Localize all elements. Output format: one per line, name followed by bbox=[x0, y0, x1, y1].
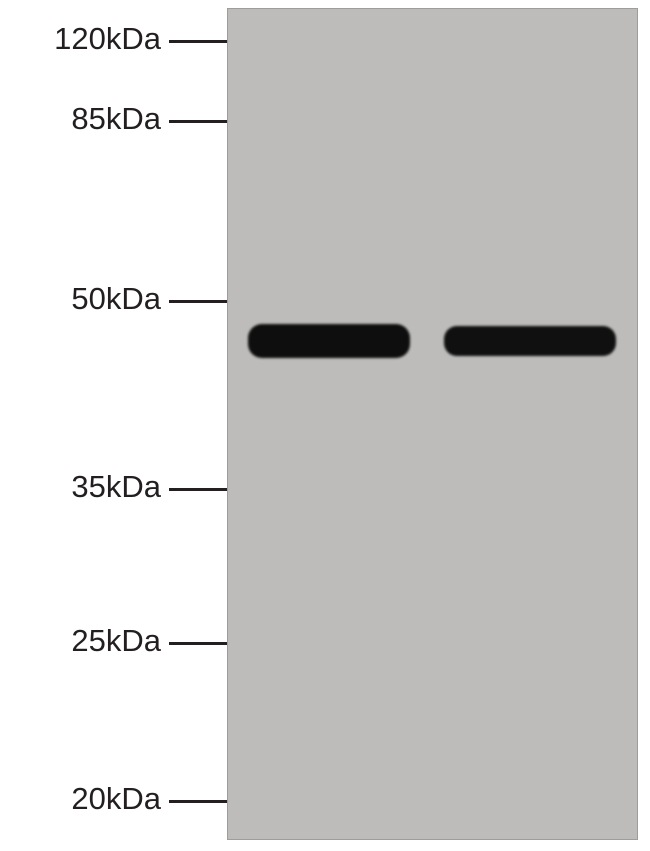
marker-tick bbox=[169, 40, 227, 43]
blot-membrane bbox=[227, 8, 638, 840]
marker-label: 50kDa bbox=[0, 281, 161, 317]
figure-canvas: 120kDa 85kDa 50kDa 35kDa 25kDa 20kDa bbox=[0, 0, 650, 851]
marker-label: 35kDa bbox=[0, 469, 161, 505]
marker-tick bbox=[169, 488, 227, 491]
marker-label: 120kDa bbox=[0, 21, 161, 57]
marker-tick bbox=[169, 800, 227, 803]
marker-label: 25kDa bbox=[0, 623, 161, 659]
marker-tick bbox=[169, 120, 227, 123]
marker-label: 20kDa bbox=[0, 781, 161, 817]
marker-tick bbox=[169, 300, 227, 303]
marker-label: 85kDa bbox=[0, 101, 161, 137]
protein-band bbox=[248, 324, 410, 358]
marker-tick bbox=[169, 642, 227, 645]
protein-band bbox=[444, 326, 616, 356]
